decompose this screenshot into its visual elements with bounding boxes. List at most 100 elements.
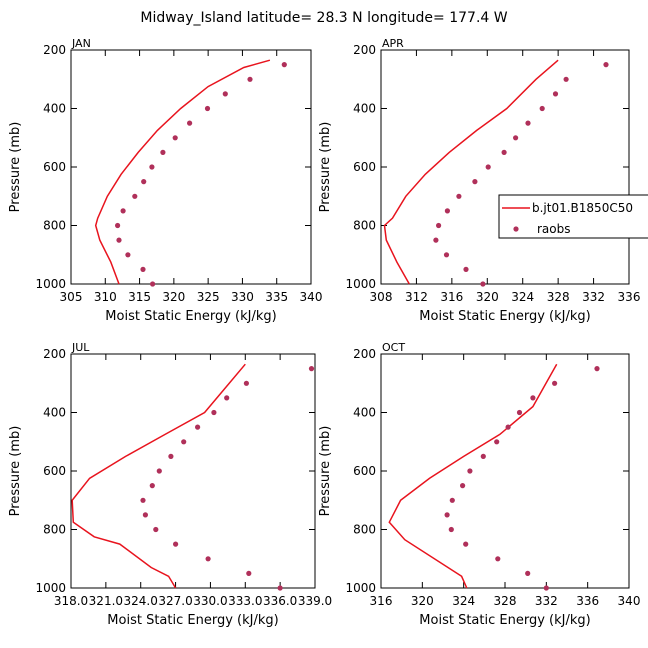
raobs-point-apr [501,149,507,155]
x-tick-label-jan: 310 [94,290,117,304]
raobs-point-jul [243,380,249,386]
x-tick-label-jan: 335 [265,290,288,304]
x-tick-label-jul: 318.0 [54,594,88,608]
model-line-jan [94,59,271,285]
chart-title: Midway_Island latitude= 28.3 N longitude… [140,10,507,26]
raobs-point-oct [505,424,511,430]
panel-jan: JAN 305 310 315 320 325 330 335 340 200 400 600 800 1… [8,37,322,324]
raobs-point-oct [525,570,531,577]
raobs-point-oct [467,468,473,474]
y-tick-label-apr: 200 [353,43,376,57]
y-tick-label-oct: 400 [353,406,376,420]
raobs-point-oct [444,512,450,518]
y-tick-label-oct: 200 [353,347,376,361]
panel-label-jul: JUL [71,341,90,354]
legend-box [498,194,648,239]
x-tick-label-apr: 312 [405,290,428,304]
model-line-oct [388,363,558,589]
raobs-point-oct [448,526,454,533]
raobs-point-jan [247,76,253,82]
x-tick-label-oct: 336 [576,594,599,608]
raobs-point-oct [552,380,558,386]
x-tick-label-apr: 328 [547,290,570,304]
raobs-point-jul [173,541,179,547]
raobs-point-apr [603,62,609,68]
raobs-point-apr [443,252,450,258]
panel-jul: JUL 318.0 321.0 324.0 327.0 330.0 333.0 336.0 33… [8,341,332,628]
plot-frame-jan [70,49,312,285]
raobs-point-jan [132,193,138,199]
raobs-point-apr [472,179,478,185]
x-tick-label-jul: 327.0 [158,594,192,608]
y-tick-label-jul: 1000 [35,581,66,595]
x-tick-label-jan: 305 [60,290,83,304]
raobs-point-apr [513,135,519,141]
raobs-point-jan [187,120,193,126]
y-tick-label-jan: 200 [43,43,66,57]
legend: b.jt01.B1850C50 raobs [498,194,648,239]
x-tick-label-jul: 336.0 [263,594,297,608]
raobs-point-oct [530,395,536,401]
raobs-point-apr [433,237,439,243]
x-axis-label-jan: Moist Static Energy (kJ/kg) [105,309,276,324]
x-tick-label-apr: 320 [476,290,499,304]
panel-oct: OCT 316 320 324 328 332 336 340 200 400 600 800 1000… [318,341,640,628]
x-tick-label-jan: 325 [197,290,220,304]
y-axis-label-jan: Pressure (mb) [8,122,23,213]
y-tick-label-jan: 1000 [35,277,66,291]
x-tick-label-jan: 320 [162,290,185,304]
x-axis-label-apr: Moist Static Energy (kJ/kg) [419,309,590,324]
y-axis-label-apr: Pressure (mb) [318,122,333,213]
raobs-point-oct [449,497,455,503]
raobs-point-apr [456,193,462,199]
raobs-point-oct [543,585,549,591]
raobs-point-apr [463,266,469,272]
raobs-point-jul [205,556,211,562]
raobs-point-jan [116,237,122,243]
model-line-apr [383,59,559,285]
raobs-point-jul [153,526,159,533]
x-tick-label-apr: 336 [618,290,641,304]
y-tick-label-apr: 400 [353,102,376,116]
raobs-point-jan [281,62,287,68]
raobs-point-jan [222,91,228,97]
raobs-point-jan [149,164,155,170]
raobs-point-oct [516,409,523,416]
x-tick-label-apr: 308 [370,290,393,304]
y-tick-label-jan: 600 [43,160,66,174]
x-tick-label-oct: 328 [494,594,517,608]
x-tick-label-apr: 324 [511,290,534,304]
x-tick-label-jan: 330 [231,290,254,304]
raobs-point-jan [125,252,131,258]
raobs-point-apr [552,91,559,97]
x-tick-label-oct: 332 [535,594,558,608]
model-line-jul [71,363,246,589]
y-tick-label-apr: 1000 [345,277,376,291]
x-axis-label-oct: Moist Static Energy (kJ/kg) [419,613,590,628]
x-tick-label-apr: 316 [440,290,463,304]
panel-label-jan: JAN [71,37,91,50]
raobs-point-jul [140,497,146,503]
y-tick-label-oct: 600 [353,464,376,478]
x-tick-label-jul: 321.0 [89,594,123,608]
x-axis-label-jul: Moist Static Energy (kJ/kg) [107,613,278,628]
x-tick-label-oct: 324 [452,594,475,608]
raobs-point-jul [168,453,174,459]
x-tick-label-jul: 324.0 [124,594,158,608]
raobs-point-jul [224,395,230,401]
panel-label-apr: APR [382,37,404,50]
raobs-point-jan [160,149,166,155]
raobs-point-apr [444,208,450,214]
panel-apr: APR 308 312 316 320 324 328 332 336 200 400 600 800 1… [318,37,640,324]
raobs-point-oct [594,366,600,372]
raobs-point-jan [120,208,126,214]
y-tick-label-oct: 800 [353,523,376,537]
x-tick-label-oct: 320 [411,594,434,608]
raobs-point-oct [480,453,486,459]
y-tick-label-jul: 800 [43,523,66,537]
raobs-point-apr [436,222,442,229]
raobs-point-oct [495,556,501,562]
x-tick-label-jan: 315 [128,290,151,304]
x-tick-label-apr: 332 [582,290,605,304]
y-tick-label-apr: 800 [353,219,376,233]
